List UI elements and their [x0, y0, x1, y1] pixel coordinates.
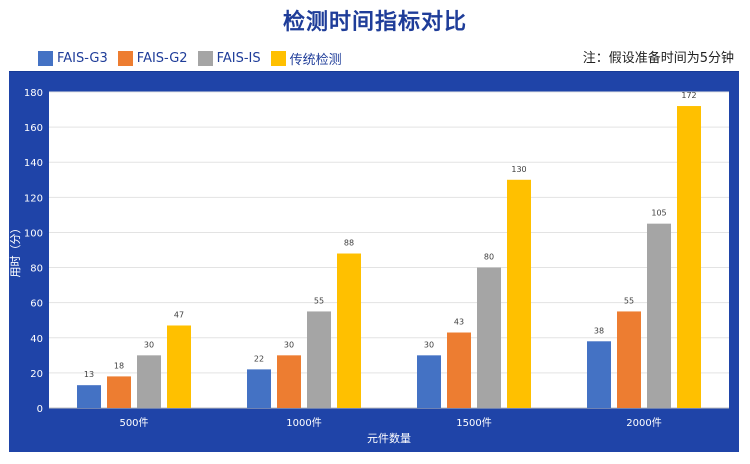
- data-label: 172: [681, 91, 696, 100]
- data-label: 47: [174, 310, 184, 319]
- x-tick-label: 1500件: [456, 417, 491, 429]
- data-labels: 13 18 30 47 22 30 55 88 30 43 80 130 38 55 105 172: [84, 91, 697, 379]
- bar: [477, 267, 501, 408]
- legend-swatch: [270, 50, 286, 66]
- data-label: 18: [114, 361, 124, 370]
- data-label: 30: [284, 340, 294, 349]
- data-label: 130: [511, 165, 526, 174]
- x-axis-ticks: 500件 1000件 1500件 2000件: [119, 417, 661, 429]
- y-tick-label: 40: [30, 334, 43, 345]
- y-axis-label: 用时（分）: [9, 223, 22, 278]
- y-tick-label: 100: [24, 228, 43, 239]
- bar: [137, 355, 161, 408]
- bar: [107, 376, 131, 408]
- x-axis-label: 元件数量: [367, 432, 411, 445]
- legend-item: FAIS-G2: [117, 50, 188, 66]
- y-tick-label: 20: [30, 369, 43, 380]
- y-tick-label: 80: [30, 264, 43, 275]
- bar: [167, 325, 191, 408]
- y-tick-label: 180: [24, 88, 43, 99]
- legend-label: 传统检测: [289, 52, 342, 68]
- bar: [77, 385, 101, 408]
- bar: [617, 311, 641, 408]
- bar: [337, 253, 361, 408]
- x-tick-label: 1000件: [286, 417, 321, 429]
- y-tick-label: 140: [24, 158, 43, 169]
- chart-panel: 0 20 40 60 80 100 120 140 160 180 13 18 30 47 22 30 55 8…: [9, 72, 739, 452]
- chart-title: 检测时间指标对比: [282, 10, 467, 35]
- data-label: 55: [314, 296, 324, 305]
- legend-label: FAIS-G3: [57, 50, 108, 66]
- data-label: 105: [651, 209, 666, 218]
- x-tick-label: 2000件: [626, 417, 661, 429]
- legend-label: FAIS-G2: [136, 50, 188, 66]
- y-tick-label: 0: [37, 404, 43, 415]
- legend: FAIS-G3 FAIS-G2 FAIS-IS 传统检测: [38, 47, 352, 69]
- data-label: 80: [484, 253, 494, 262]
- data-label: 43: [454, 318, 464, 327]
- bar: [587, 341, 611, 408]
- bar: [647, 223, 671, 408]
- legend-item: FAIS-IS: [197, 50, 261, 66]
- x-tick-label: 500件: [119, 417, 148, 429]
- legend-item: FAIS-G3: [38, 50, 108, 66]
- chart-svg: 0 20 40 60 80 100 120 140 160 180 13 18 30 47 22 30 55 8…: [9, 88, 729, 445]
- data-label: 55: [624, 296, 634, 305]
- y-tick-label: 60: [30, 299, 43, 310]
- bar: [677, 106, 701, 409]
- bars: [77, 106, 701, 409]
- bar: [277, 355, 301, 408]
- data-label: 30: [144, 340, 154, 349]
- plot-area: [49, 92, 729, 408]
- prep-time-note: 注：假设准备时间为5分钟: [582, 51, 734, 66]
- y-tick-label: 160: [24, 123, 43, 134]
- legend-swatch: [197, 50, 213, 66]
- bar: [247, 369, 271, 408]
- bar: [417, 355, 441, 408]
- data-label: 38: [594, 326, 604, 335]
- data-label: 88: [344, 239, 354, 248]
- bar: [447, 332, 471, 408]
- bar: [307, 311, 331, 408]
- data-label: 13: [84, 370, 94, 379]
- data-label: 22: [254, 354, 264, 363]
- legend-swatch: [38, 50, 53, 66]
- data-label: 30: [424, 340, 434, 349]
- gridlines: [49, 91, 729, 409]
- legend-swatch: [117, 50, 133, 66]
- bar: [507, 179, 531, 408]
- legend-label: FAIS-IS: [216, 50, 261, 66]
- y-axis-ticks: 0 20 40 60 80 100 120 140 160 180: [24, 88, 43, 415]
- legend-item: 传统检测: [270, 49, 342, 68]
- y-tick-label: 120: [24, 193, 43, 204]
